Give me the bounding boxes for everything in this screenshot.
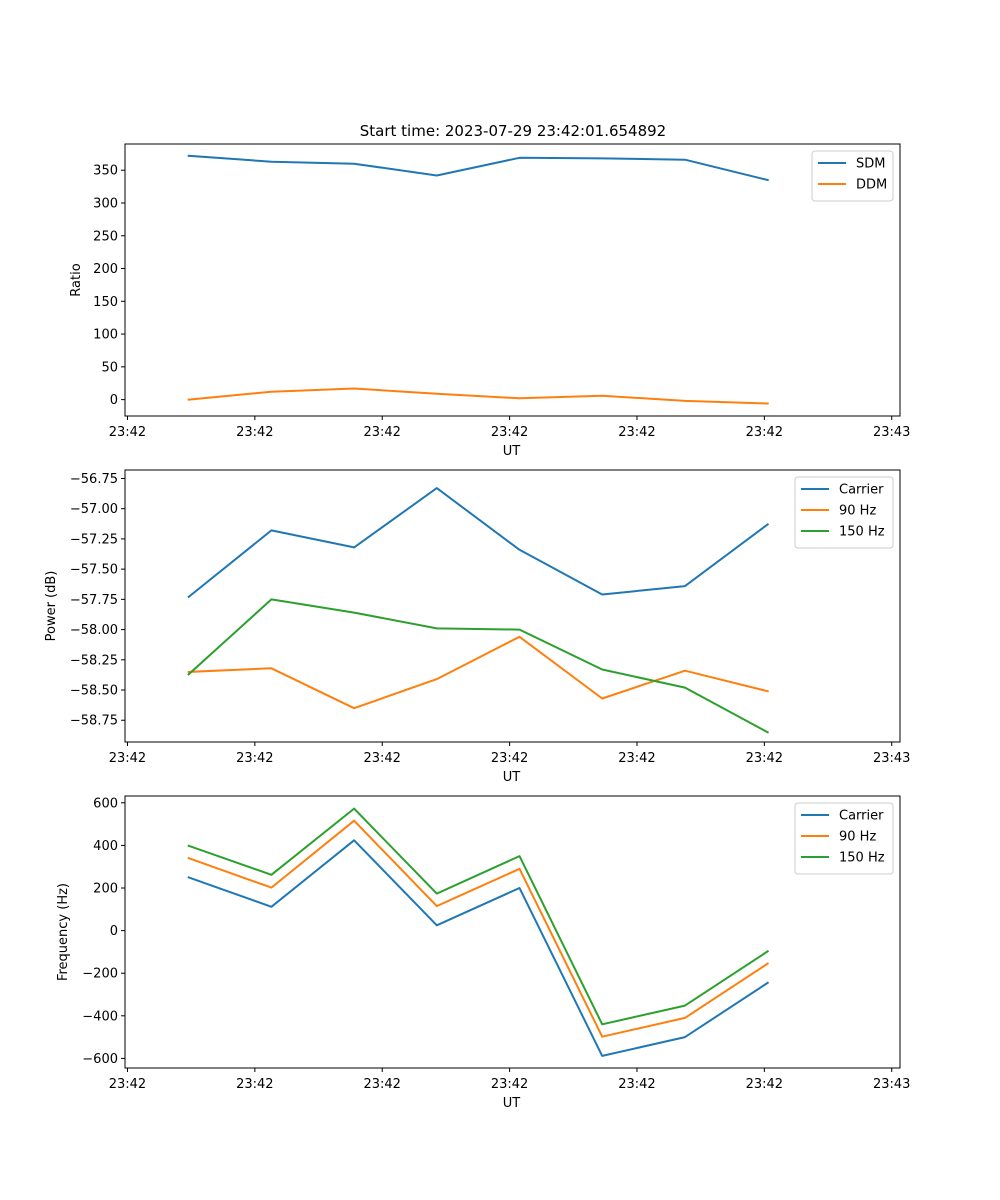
x-tick-label: 23:42: [491, 1077, 528, 1092]
y-tick-label: 50: [101, 360, 118, 375]
series-line-90-hz: [187, 635, 769, 710]
y-tick-label: 250: [93, 229, 118, 244]
legend-label: Carrier: [839, 809, 884, 824]
series-line-carrier: [187, 487, 770, 599]
legend: Carrier 90 Hz 150 Hz: [794, 476, 894, 549]
y-tick-label: −200: [82, 967, 118, 982]
y-axis-label: Ratio: [69, 263, 84, 296]
x-axis-label: UT: [503, 444, 521, 459]
x-tick-label: 23:42: [236, 751, 273, 766]
legend-label: 90 Hz: [839, 504, 876, 519]
y-tick-label: 300: [93, 196, 118, 211]
x-tick-label: 23:42: [109, 1077, 146, 1092]
axes-frame: [124, 469, 901, 743]
legend-label: Carrier: [839, 483, 884, 498]
series-line-ddm: [187, 387, 769, 405]
y-tick-label: 600: [93, 796, 118, 811]
legend: Carrier 90 Hz 150 Hz: [794, 802, 894, 875]
x-tick-label: 23:42: [618, 425, 655, 440]
axes-frame: [124, 795, 901, 1069]
y-tick-label: 350: [93, 164, 118, 179]
panel-ratio: 0 50 100 150 200 250 300 350 23:42 23:42 23:42 23:4…: [69, 143, 910, 459]
series-line-carrier: [187, 839, 770, 1057]
legend-label: DDM: [856, 178, 887, 193]
x-tick-label: 23:42: [491, 751, 528, 766]
y-tick-label: −58.00: [70, 623, 118, 638]
y-tick-label: −58.75: [70, 714, 118, 729]
x-tick-label: 23:42: [746, 751, 783, 766]
y-tick-label: 0: [110, 924, 118, 939]
y-tick-label: −57.00: [70, 502, 118, 517]
y-tick-label: −400: [82, 1009, 118, 1024]
x-tick-label: 23:43: [873, 425, 910, 440]
x-tick-label: 23:42: [491, 425, 528, 440]
legend-label: SDM: [856, 157, 885, 172]
series-line-90-hz: [187, 819, 770, 1038]
legend-label: 150 Hz: [839, 525, 885, 540]
x-tick-label: 23:42: [746, 1077, 783, 1092]
y-tick-label: −57.50: [70, 563, 118, 578]
x-tick-label: 23:42: [236, 425, 273, 440]
x-tick-label: 23:43: [873, 751, 910, 766]
series-line-sdm: [187, 154, 769, 182]
y-tick-label: −56.75: [70, 472, 118, 487]
x-tick-label: 23:43: [873, 1077, 910, 1092]
y-tick-label: 150: [93, 295, 118, 310]
x-tick-label: 23:42: [363, 425, 400, 440]
y-tick-label: 100: [93, 328, 118, 343]
y-tick-label: −57.25: [70, 532, 118, 547]
y-tick-label: 0: [110, 393, 118, 408]
x-tick-label: 23:42: [363, 751, 400, 766]
x-tick-label: 23:42: [618, 1077, 655, 1092]
y-axis-label: Power (dB): [44, 571, 59, 642]
y-tick-label: −57.75: [70, 593, 118, 608]
x-axis-label: UT: [503, 1096, 521, 1111]
x-axis-label: UT: [503, 770, 521, 785]
y-axis-label: Frequency (Hz): [56, 883, 71, 981]
y-tick-label: 200: [93, 262, 118, 277]
y-tick-label: 400: [93, 839, 118, 854]
series-line-150-hz: [187, 598, 770, 734]
y-tick-label: 200: [93, 882, 118, 897]
x-tick-label: 23:42: [363, 1077, 400, 1092]
x-tick-label: 23:42: [618, 751, 655, 766]
legend-label: 150 Hz: [839, 851, 885, 866]
x-tick-label: 23:42: [746, 425, 783, 440]
x-tick-label: 23:42: [109, 751, 146, 766]
y-tick-label: −58.50: [70, 684, 118, 699]
axes-frame: [124, 143, 901, 417]
legend: SDM DDM: [811, 150, 894, 202]
chart-title: Start time: 2023-07-29 23:42:01.654892: [360, 122, 666, 140]
legend-label: 90 Hz: [839, 830, 876, 845]
panel-power: −58.75 −58.50 −58.25 −58.00 −57.75 −57.50 −57.…: [44, 469, 910, 785]
panel-frequency: −600 −400 −200 0 200 400 600 23:42 23:42 23:42 23:…: [56, 795, 910, 1111]
series-line-150-hz: [187, 807, 770, 1026]
x-tick-label: 23:42: [236, 1077, 273, 1092]
y-tick-label: −600: [82, 1052, 118, 1067]
x-tick-label: 23:42: [109, 425, 146, 440]
y-tick-label: −58.25: [70, 653, 118, 668]
